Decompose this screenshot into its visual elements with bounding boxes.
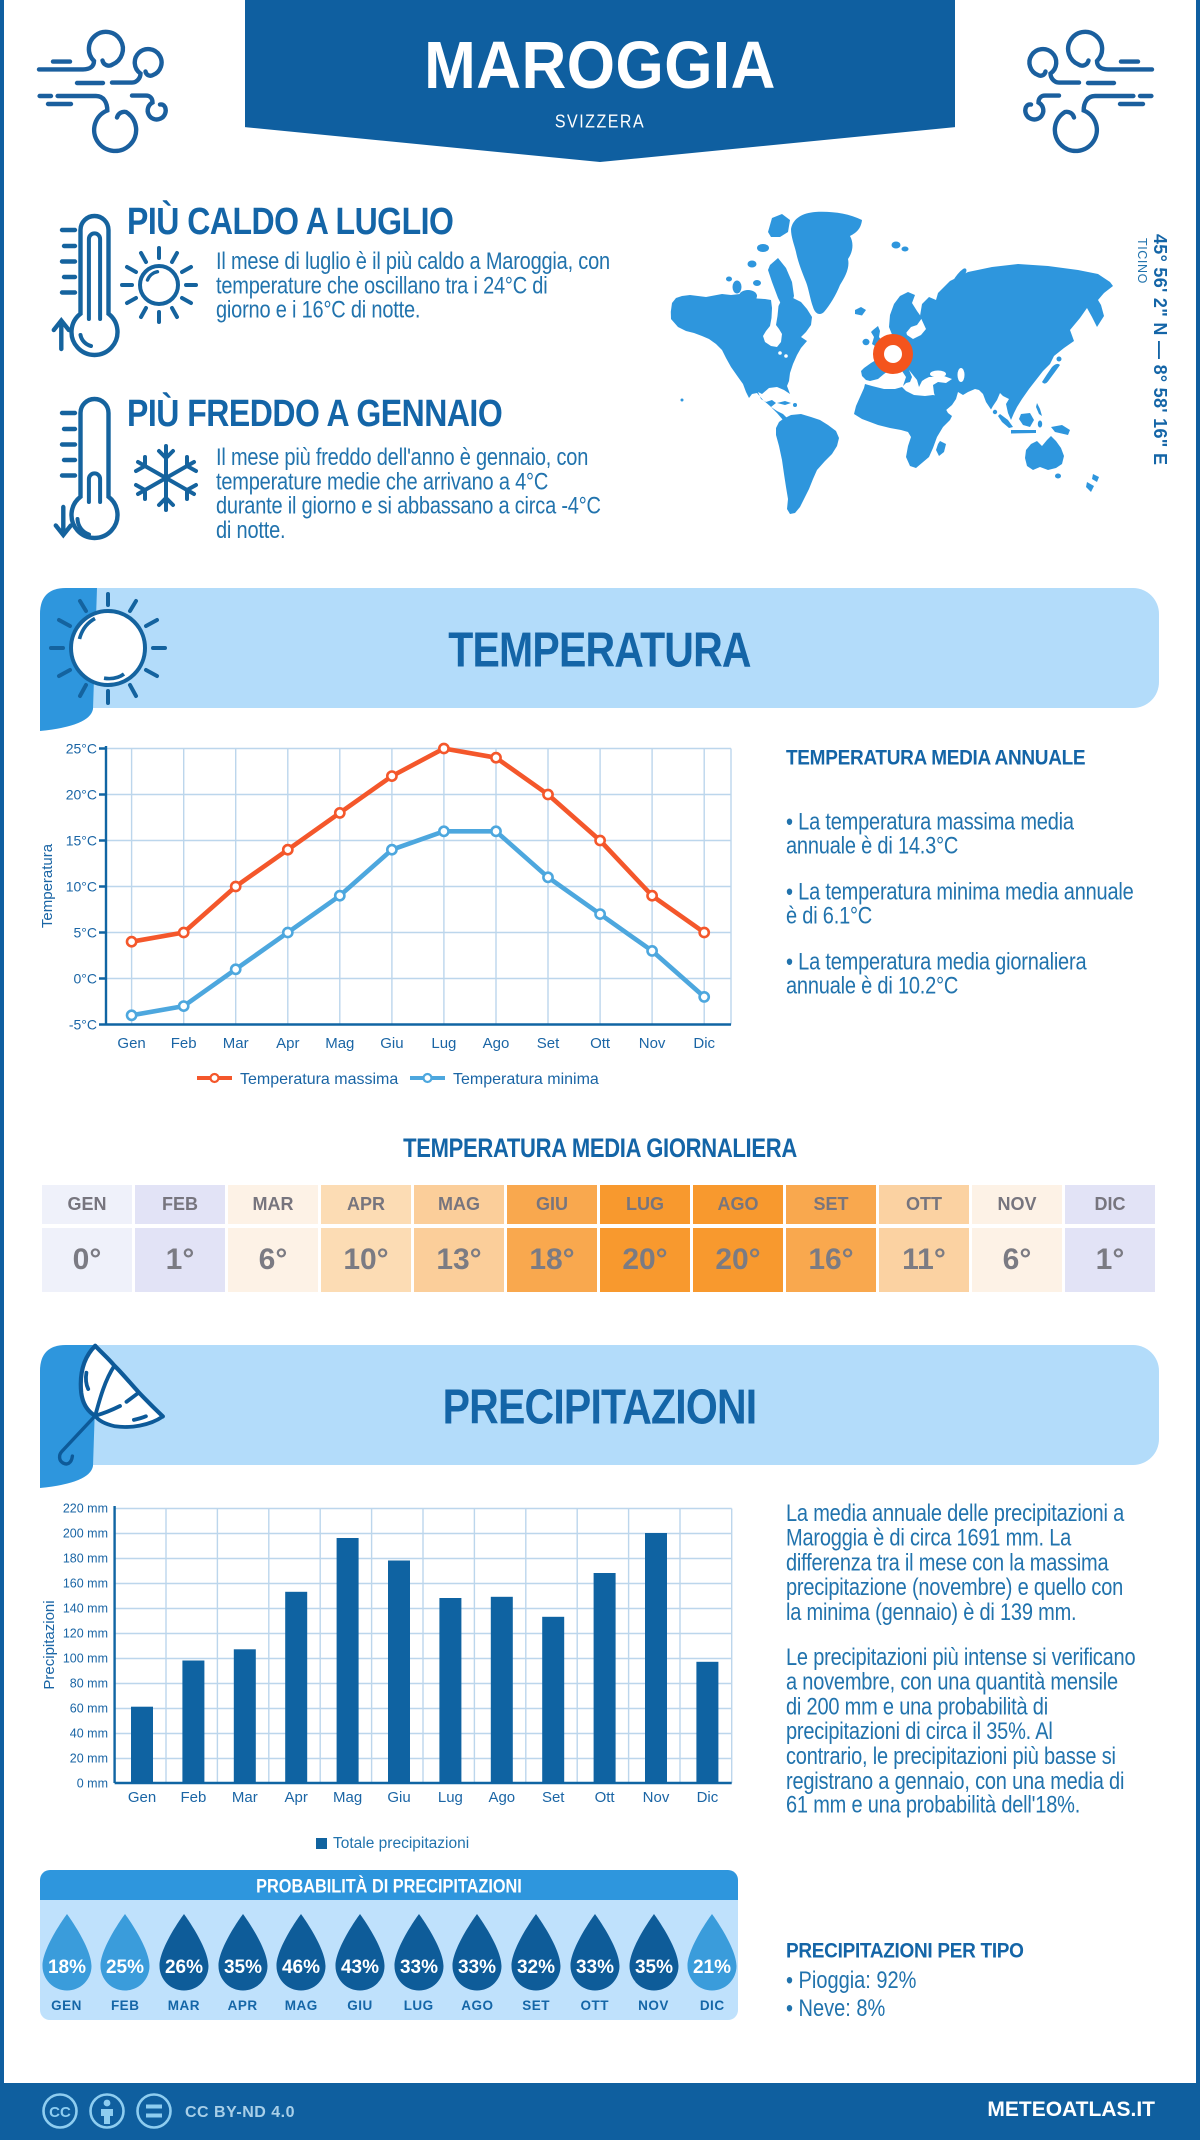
svg-text:200 mm: 200 mm — [63, 1527, 108, 1541]
svg-text:5°C: 5°C — [74, 925, 98, 941]
svg-text:25%: 25% — [106, 1957, 144, 1978]
svg-text:10°C: 10°C — [66, 879, 97, 895]
svg-text:46%: 46% — [282, 1957, 320, 1978]
svg-text:Precipitazioni: Precipitazioni — [41, 1600, 58, 1689]
svg-text:Apr: Apr — [285, 1789, 308, 1806]
svg-text:Ott: Ott — [595, 1789, 616, 1806]
svg-text:Temperatura massima: Temperatura massima — [240, 1071, 398, 1088]
svg-text:140 mm: 140 mm — [63, 1602, 108, 1616]
svg-text:Mar: Mar — [232, 1789, 258, 1806]
svg-text:180 mm: 180 mm — [63, 1552, 108, 1566]
svg-text:Ago: Ago — [483, 1035, 510, 1052]
svg-text:33%: 33% — [458, 1957, 496, 1978]
svg-text:Apr: Apr — [276, 1035, 299, 1052]
svg-text:Gen: Gen — [128, 1789, 156, 1806]
svg-text:43%: 43% — [341, 1957, 379, 1978]
svg-text:Feb: Feb — [180, 1789, 206, 1806]
svg-text:CC BY-ND 4.0: CC BY-ND 4.0 — [185, 2104, 295, 2121]
svg-text:CC: CC — [49, 2104, 71, 2121]
svg-text:Mar: Mar — [223, 1035, 249, 1052]
svg-text:Dic: Dic — [697, 1789, 719, 1806]
svg-text:33%: 33% — [576, 1957, 614, 1978]
svg-text:-5°C: -5°C — [69, 1017, 97, 1033]
svg-text:Nov: Nov — [643, 1789, 670, 1806]
svg-text:Lug: Lug — [431, 1035, 456, 1052]
svg-text:Gen: Gen — [117, 1035, 145, 1052]
svg-text:Set: Set — [537, 1035, 560, 1052]
svg-text:60 mm: 60 mm — [70, 1702, 108, 1716]
svg-text:32%: 32% — [517, 1957, 555, 1978]
svg-text:20 mm: 20 mm — [70, 1752, 108, 1766]
svg-text:Mag: Mag — [325, 1035, 354, 1052]
svg-text:Nov: Nov — [639, 1035, 666, 1052]
svg-text:18%: 18% — [47, 1957, 85, 1978]
svg-text:Temperatura: Temperatura — [40, 843, 56, 928]
svg-text:20°C: 20°C — [66, 787, 97, 803]
svg-text:80 mm: 80 mm — [70, 1677, 108, 1691]
svg-text:21%: 21% — [693, 1957, 731, 1978]
svg-text:Set: Set — [542, 1789, 565, 1806]
svg-text:Giu: Giu — [387, 1789, 410, 1806]
svg-text:220 mm: 220 mm — [63, 1502, 108, 1516]
svg-text:35%: 35% — [634, 1957, 672, 1978]
svg-text:26%: 26% — [165, 1957, 203, 1978]
svg-text:25°C: 25°C — [66, 741, 97, 757]
svg-text:Mag: Mag — [333, 1789, 362, 1806]
svg-text:0 mm: 0 mm — [77, 1777, 108, 1791]
svg-text:35%: 35% — [224, 1957, 262, 1978]
svg-text:100 mm: 100 mm — [63, 1652, 108, 1666]
svg-text:15°C: 15°C — [66, 833, 97, 849]
svg-text:120 mm: 120 mm — [63, 1627, 108, 1641]
svg-text:Giu: Giu — [380, 1035, 403, 1052]
svg-text:Ago: Ago — [488, 1789, 515, 1806]
svg-text:Ott: Ott — [590, 1035, 611, 1052]
svg-text:33%: 33% — [400, 1957, 438, 1978]
svg-text:40 mm: 40 mm — [70, 1727, 108, 1741]
svg-text:Temperatura minima: Temperatura minima — [453, 1071, 599, 1088]
svg-text:0°C: 0°C — [74, 971, 98, 987]
svg-text:Feb: Feb — [171, 1035, 197, 1052]
svg-text:160 mm: 160 mm — [63, 1577, 108, 1591]
svg-text:Lug: Lug — [438, 1789, 463, 1806]
svg-text:Dic: Dic — [693, 1035, 715, 1052]
